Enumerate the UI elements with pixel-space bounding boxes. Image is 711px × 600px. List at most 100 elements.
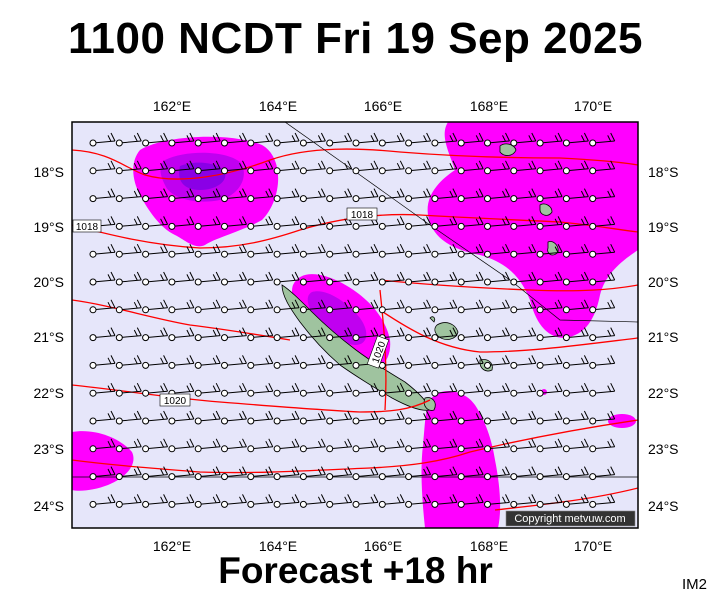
- rain-area-east-small: [608, 414, 636, 428]
- wind-barb: [299, 188, 326, 203]
- wind-barb: [378, 438, 405, 453]
- wind-barb: [378, 299, 405, 314]
- wind-barb: [299, 299, 326, 314]
- lat-tick: 21°S: [33, 329, 64, 345]
- wind-barb: [247, 299, 274, 314]
- wind-barb: [115, 410, 142, 425]
- wind-barb: [299, 355, 326, 369]
- wind-barb: [115, 382, 142, 397]
- wind-barb: [536, 271, 563, 286]
- svg-text:Copyright metvuw.com: Copyright metvuw.com: [514, 513, 625, 525]
- wind-barb: [536, 494, 563, 508]
- wind-barb: [168, 438, 195, 453]
- wind-barb: [510, 216, 537, 230]
- svg-text:1018: 1018: [351, 210, 374, 221]
- isobar-line: [72, 419, 638, 474]
- wind-barb: [510, 271, 537, 286]
- lon-tick: 168°E: [470, 538, 508, 554]
- lat-ticks-left: 18°S 19°S 20°S 21°S 22°S 23°S 24°S: [33, 164, 64, 514]
- wind-barb: [562, 188, 589, 203]
- wind-barb: [247, 410, 274, 425]
- wind-barb: [221, 382, 247, 397]
- wind-barb: [115, 132, 142, 147]
- wind-barb: [457, 410, 484, 425]
- wind-barb: [431, 271, 458, 286]
- wind-barb: [510, 438, 537, 453]
- rain-area-south: [421, 390, 501, 528]
- wind-barb: [589, 243, 616, 258]
- wind-barb: [431, 299, 458, 314]
- wind-barb: [221, 216, 247, 230]
- wind-barb: [142, 188, 169, 203]
- wind-barb: [326, 243, 353, 258]
- wind-barb: [168, 494, 195, 508]
- wind-barb: [352, 299, 379, 314]
- wind-barb: [378, 410, 405, 425]
- isobar-line: [72, 309, 638, 413]
- lat-tick: 19°S: [648, 219, 679, 235]
- wind-barb: [168, 466, 195, 481]
- wind-barb: [562, 355, 589, 369]
- wind-barb: [589, 410, 616, 425]
- wind-barb: [484, 160, 510, 175]
- wind-barb: [510, 382, 537, 397]
- wind-barb: [431, 188, 458, 203]
- wind-barb: [405, 188, 432, 203]
- wind-barb: [431, 216, 458, 230]
- wind-barb: [142, 271, 169, 286]
- wind-barb: [247, 132, 274, 147]
- wind-barb: [299, 160, 326, 175]
- wind-barb: [431, 160, 458, 175]
- wind-barb: [168, 271, 195, 286]
- wind-barb: [589, 299, 616, 314]
- wind-barb: [326, 382, 353, 397]
- wind-barb: [536, 160, 563, 175]
- wind-barb: [115, 299, 142, 314]
- lon-tick: 166°E: [364, 98, 402, 114]
- wind-barb: [221, 438, 247, 453]
- wind-barb: [273, 327, 300, 342]
- wind-barb: [589, 355, 616, 369]
- wind-barb: [247, 216, 274, 230]
- wind-barb: [194, 382, 221, 397]
- wind-barb: [168, 355, 195, 369]
- wind-barb: [247, 327, 274, 342]
- lon-tick: 164°E: [259, 98, 297, 114]
- wind-barb: [194, 327, 221, 342]
- wind-barb: [431, 355, 458, 369]
- wind-barb: [273, 494, 300, 508]
- wind-barb: [457, 132, 484, 147]
- wind-barb: [405, 299, 432, 314]
- wind-barb: [536, 382, 563, 397]
- wind-barb: [299, 327, 326, 342]
- wind-barb: [299, 243, 326, 258]
- lon-tick: 164°E: [259, 538, 297, 554]
- wind-barb: [562, 410, 589, 425]
- wind-barb: [457, 243, 484, 258]
- wind-barb: [142, 382, 169, 397]
- chart-title: 1100 NCDT Fri 19 Sep 2025: [67, 14, 644, 63]
- wind-barb: [405, 160, 432, 175]
- copyright-box: Copyright metvuw.com: [505, 510, 636, 527]
- wind-barb: [299, 216, 326, 230]
- wind-barb: [221, 494, 247, 508]
- wind-barb: [89, 382, 116, 397]
- lat-tick: 18°S: [648, 164, 679, 180]
- wind-barb: [168, 243, 195, 258]
- wind-barb: [115, 494, 142, 508]
- wind-barb: [457, 438, 484, 453]
- wind-barb: [405, 438, 432, 453]
- wind-barb: [510, 243, 537, 258]
- wind-barb: [378, 188, 405, 203]
- wind-barb: [89, 327, 116, 342]
- wind-barb: [89, 299, 116, 314]
- wind-barb: [273, 382, 300, 397]
- wind-barb: [142, 466, 169, 481]
- lat-tick: 21°S: [648, 329, 679, 345]
- lat-tick: 20°S: [33, 274, 64, 290]
- wind-barb: [273, 410, 300, 425]
- wind-barb: [273, 188, 300, 203]
- isobar-label: 1018: [72, 219, 102, 233]
- wind-barb: [589, 160, 616, 175]
- wind-barb: [115, 216, 142, 230]
